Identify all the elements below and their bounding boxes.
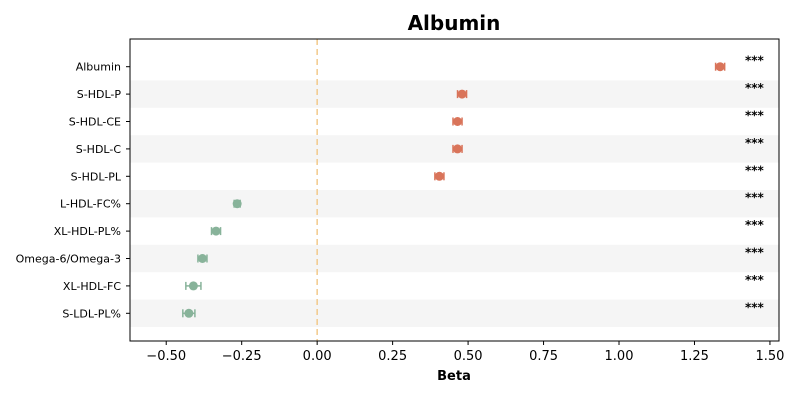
data-point bbox=[715, 62, 725, 72]
x-tick-label: 0.25 bbox=[378, 349, 407, 364]
data-point bbox=[457, 89, 467, 99]
x-tick-label: 1.00 bbox=[605, 349, 634, 364]
data-point bbox=[232, 199, 242, 209]
significance-label: *** bbox=[745, 54, 765, 68]
x-tick-label: 1.50 bbox=[755, 349, 784, 364]
y-tick-label: L-HDL-FC% bbox=[60, 198, 121, 211]
y-tick-label: S-HDL-C bbox=[76, 143, 122, 156]
y-tick-label: S-LDL-PL% bbox=[62, 307, 121, 320]
x-tick-label: 0.00 bbox=[303, 349, 332, 364]
row-shade bbox=[130, 244, 779, 273]
data-point bbox=[453, 144, 463, 154]
plot-frame bbox=[129, 38, 780, 342]
data-point bbox=[184, 308, 194, 318]
y-tick-label: XL-HDL-PL% bbox=[54, 225, 121, 238]
data-point bbox=[453, 117, 463, 126]
y-tick-label: S-HDL-PL bbox=[71, 170, 122, 183]
row-shade bbox=[130, 190, 779, 218]
data-point bbox=[197, 254, 207, 263]
row-shade bbox=[130, 299, 779, 327]
significance-label: *** bbox=[745, 109, 765, 123]
data-point bbox=[188, 281, 198, 291]
chart-title: Albumin bbox=[408, 11, 501, 35]
significance-label: *** bbox=[745, 136, 765, 150]
significance-label: *** bbox=[745, 81, 765, 95]
row-shade bbox=[130, 80, 779, 108]
data-point bbox=[211, 226, 221, 236]
y-tick-label: S-HDL-P bbox=[77, 88, 122, 101]
data-point bbox=[434, 171, 444, 181]
x-axis-label: Beta bbox=[437, 369, 471, 384]
y-tick-label: Omega-6/Omega-3 bbox=[16, 253, 121, 266]
significance-label: *** bbox=[745, 218, 765, 232]
significance-label: *** bbox=[745, 273, 765, 287]
y-tick-label: S-HDL-CE bbox=[69, 116, 121, 129]
x-axis: −0.50 −0.25 0.00 0.25 0.50 0.75 1.00 1.25 1.50 bbox=[146, 341, 784, 364]
significance-labels: *** *** *** *** *** *** *** *** *** *** bbox=[745, 54, 765, 315]
x-tick-label: 0.75 bbox=[529, 349, 558, 364]
x-tick-label: −0.25 bbox=[222, 349, 262, 364]
y-tick-label: Albumin bbox=[76, 61, 121, 74]
significance-label: *** bbox=[745, 191, 765, 205]
y-axis: Albumin S-HDL-P S-HDL-CE S-HDL-C S-HDL-PL L-H… bbox=[16, 61, 130, 320]
data-points bbox=[182, 62, 726, 318]
significance-label: *** bbox=[745, 246, 765, 260]
x-tick-label: −0.50 bbox=[146, 349, 186, 364]
significance-label: *** bbox=[745, 163, 765, 177]
y-tick-label: XL-HDL-FC bbox=[63, 280, 121, 293]
significance-label: *** bbox=[745, 300, 765, 314]
row-shading bbox=[130, 80, 779, 327]
x-tick-label: 0.50 bbox=[454, 349, 483, 364]
x-tick-label: 1.25 bbox=[680, 349, 709, 364]
